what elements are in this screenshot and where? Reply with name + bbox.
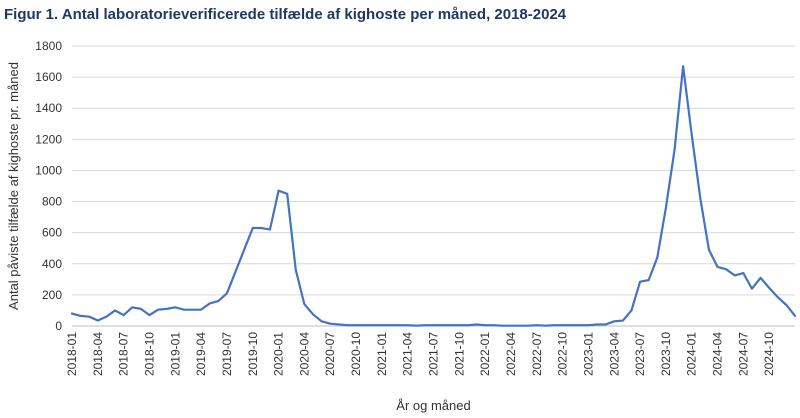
series-group: [70, 65, 797, 327]
y-tick-label: 1200: [35, 132, 62, 146]
y-axis: 0 200 400 600 800 1000 1200 1400 1600 1800: [35, 39, 62, 333]
gridlines: [72, 45, 795, 296]
series-line: [70, 65, 797, 327]
x-tick-label: 2020-04: [297, 332, 311, 376]
x-tick-label: 2024-01: [685, 332, 699, 376]
y-tick-label: 400: [42, 257, 62, 271]
y-tick-label: 1400: [35, 101, 62, 115]
x-tick-label: 2019-04: [194, 332, 208, 376]
x-tick-label: 2023-10: [659, 332, 673, 376]
x-tick-label: 2023-07: [633, 332, 647, 376]
y-tick-label: 1000: [35, 163, 62, 177]
x-tick-label: 2023-04: [607, 332, 621, 376]
x-tick-label: 2018-07: [117, 332, 131, 376]
y-tick-label: 0: [55, 319, 62, 333]
x-tick-label: 2022-07: [530, 332, 544, 376]
x-tick-label: 2018-04: [91, 332, 105, 376]
x-tick-label: 2021-04: [401, 332, 415, 376]
x-tick-label: 2022-10: [556, 332, 570, 376]
x-tick-label: 2020-07: [323, 332, 337, 376]
x-tick-label: 2021-10: [452, 332, 466, 376]
x-tick-label: 2024-04: [711, 332, 725, 376]
x-tick-label: 2019-10: [246, 332, 260, 376]
x-axis-label: År og måned: [396, 398, 470, 413]
x-tick-label: 2024-10: [762, 332, 776, 376]
x-tick-label: 2018-01: [65, 332, 79, 376]
y-tick-label: 1800: [35, 39, 62, 53]
x-tick-label: 2021-01: [375, 332, 389, 376]
x-tick-label: 2021-07: [427, 332, 441, 376]
chart-title: Figur 1. Antal laboratorieverificerede t…: [4, 6, 567, 23]
y-tick-label: 1600: [35, 70, 62, 84]
y-tick-label: 200: [42, 288, 62, 302]
y-axis-label: Antal påviste tilfælde af kighoste pr. m…: [6, 62, 21, 310]
x-tick-label: 2022-04: [504, 332, 518, 376]
x-tick-label: 2019-01: [168, 332, 182, 376]
x-axis: 2018-01 2018-04 2018-07 2018-10 2019-01 2019-…: [65, 325, 795, 376]
x-tick-label: 2020-01: [272, 332, 286, 376]
x-tick-label: 2020-10: [349, 332, 363, 376]
x-tick-label: 2022-01: [478, 332, 492, 376]
y-tick-label: 600: [42, 226, 62, 240]
y-tick-label: 800: [42, 195, 62, 209]
x-tick-label: 2023-01: [581, 332, 595, 376]
x-tick-label: 2019-07: [220, 332, 234, 376]
x-tick-label: 2018-10: [142, 332, 156, 376]
x-tick-label: 2024-07: [736, 332, 750, 376]
